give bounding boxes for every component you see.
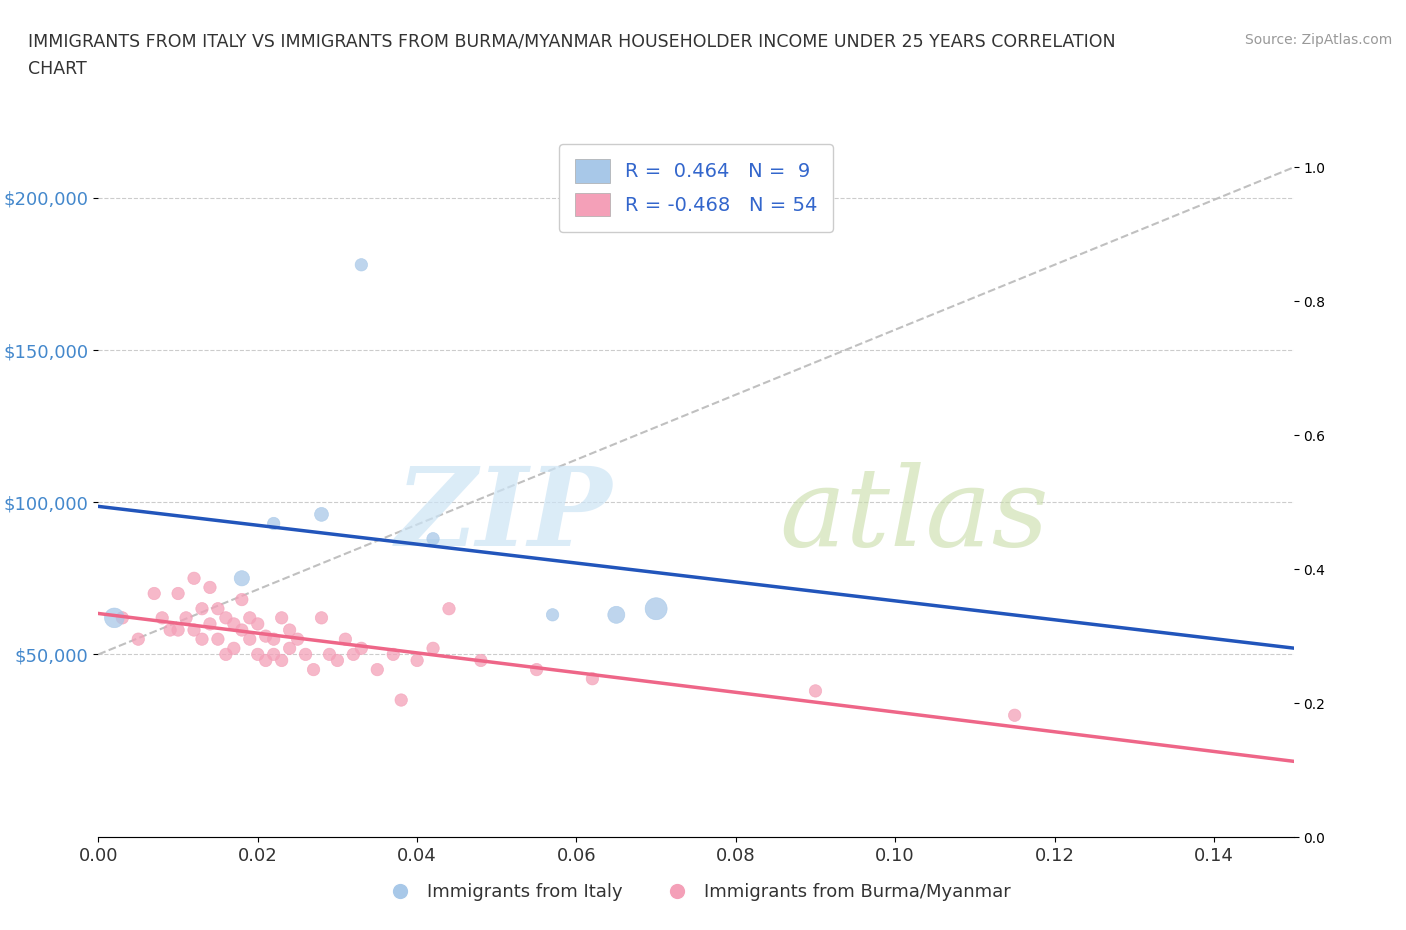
Point (127, 631, 149, 646)
Point (198, 617, 221, 631)
Point (422, 531, 444, 546)
Point (246, 647, 269, 662)
Point (382, 647, 405, 662)
Point (294, 647, 316, 662)
Point (645, 602, 668, 617)
Point (311, 507, 333, 522)
Point (207, 631, 229, 646)
Point (222, 617, 245, 631)
Point (342, 647, 364, 662)
Point (150, 610, 173, 625)
Point (804, 684, 827, 698)
Point (215, 610, 238, 625)
Point (311, 610, 333, 625)
Point (254, 629, 277, 644)
Point (183, 571, 205, 586)
Point (263, 631, 285, 646)
Point (231, 622, 253, 637)
Point (526, 662, 548, 677)
Point (437, 602, 460, 617)
Point (191, 602, 214, 617)
Text: CHART: CHART (28, 60, 87, 78)
Text: IMMIGRANTS FROM ITALY VS IMMIGRANTS FROM BURMA/MYANMAR HOUSEHOLDER INCOME UNDER : IMMIGRANTS FROM ITALY VS IMMIGRANTS FROM… (28, 33, 1116, 50)
Point (263, 516, 285, 531)
Point (143, 586, 166, 601)
Point (103, 610, 125, 625)
Point (167, 586, 190, 601)
Point (207, 602, 229, 617)
Point (278, 641, 301, 656)
Point (350, 258, 373, 272)
Text: ZIP: ZIP (395, 462, 613, 569)
Point (318, 647, 340, 662)
Point (287, 631, 309, 646)
Point (231, 571, 253, 586)
Point (159, 622, 181, 637)
Legend: Immigrants from Italy, Immigrants from Burma/Myanmar: Immigrants from Italy, Immigrants from B… (374, 876, 1018, 909)
Point (222, 641, 245, 656)
Point (191, 631, 214, 646)
Point (470, 653, 492, 668)
Text: Source: ZipAtlas.com: Source: ZipAtlas.com (1244, 33, 1392, 46)
Point (167, 622, 190, 637)
Point (1004, 708, 1026, 723)
Point (239, 631, 262, 646)
Point (366, 662, 388, 677)
Point (239, 610, 262, 625)
Point (350, 641, 373, 656)
Point (541, 607, 564, 622)
Point (326, 653, 349, 668)
Point (389, 693, 412, 708)
Point (270, 610, 292, 625)
Point (174, 610, 197, 625)
Point (581, 671, 603, 686)
Point (215, 647, 238, 662)
Point (111, 610, 134, 625)
Text: atlas: atlas (779, 462, 1049, 569)
Point (278, 622, 301, 637)
Point (246, 617, 269, 631)
Point (254, 653, 277, 668)
Point (422, 641, 444, 656)
Point (302, 662, 325, 677)
Point (270, 653, 292, 668)
Point (231, 592, 253, 607)
Point (605, 607, 627, 622)
Point (263, 647, 285, 662)
Point (335, 631, 357, 646)
Point (198, 580, 221, 595)
Point (406, 653, 429, 668)
Point (183, 622, 205, 637)
